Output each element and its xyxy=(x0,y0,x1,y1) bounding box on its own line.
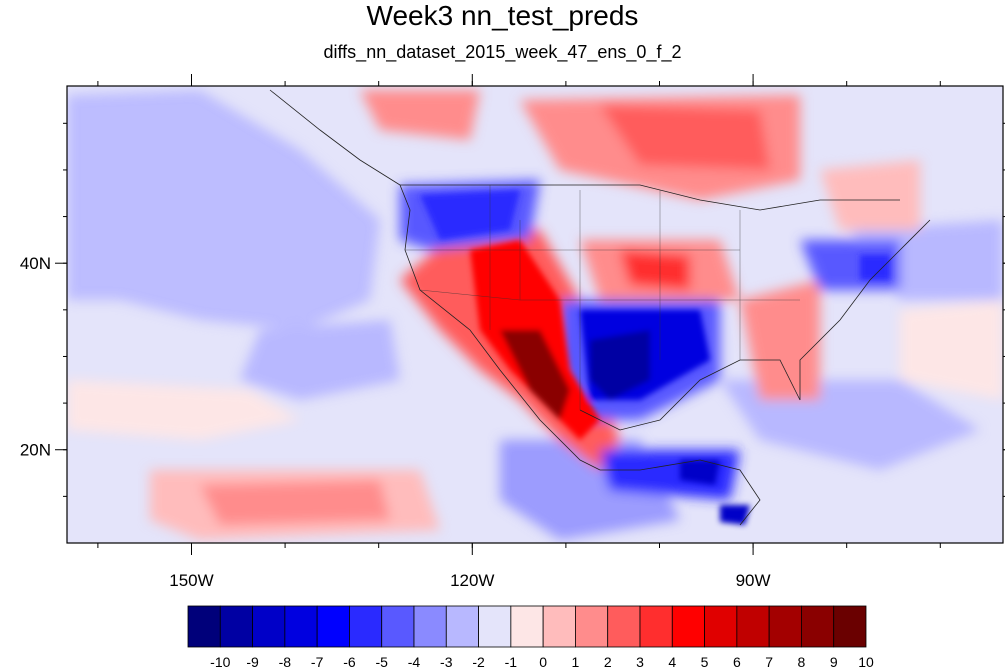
plot-subtitle: diffs_nn_dataset_2015_week_47_ens_0_f_2 xyxy=(323,42,682,62)
colorbar-swatch xyxy=(671,605,705,648)
colorbar-level-label: -7 xyxy=(311,654,324,670)
colorbar-swatch xyxy=(478,605,512,648)
colorbar-level-label: -10 xyxy=(210,654,230,670)
plot-title: Week3 nn_test_preds xyxy=(366,0,639,31)
colorbar-level-label: 0 xyxy=(539,654,547,670)
colorbar-level-label: -1 xyxy=(505,654,518,670)
colorbar: -10 -9 -8 -7 -6 -5 -4 -3 -2 -1 0 1 2 3 4 5 6 7 8 9 10 xyxy=(187,605,874,670)
colorbar-swatch xyxy=(349,605,383,648)
map-frame xyxy=(66,85,1004,544)
colorbar-swatch xyxy=(768,605,802,648)
lon-tick-label: 120W xyxy=(450,571,494,590)
colorbar-level-label: 10 xyxy=(858,654,874,670)
colorbar-level-label: 6 xyxy=(733,654,741,670)
colorbar-level-label: -4 xyxy=(408,654,421,670)
colorbar-swatch xyxy=(316,605,350,648)
colorbar-swatch xyxy=(607,605,641,648)
colorbar-swatch xyxy=(413,605,447,648)
colorbar-level-label: 2 xyxy=(604,654,612,670)
colorbar-swatch xyxy=(801,605,835,648)
coastlines xyxy=(269,89,931,526)
colorbar-swatch xyxy=(542,605,576,648)
lon-tick-label: 150W xyxy=(169,571,213,590)
colorbar-level-label: -9 xyxy=(246,654,259,670)
colorbar-level-label: -2 xyxy=(472,654,485,670)
map-field xyxy=(67,86,1003,543)
colorbar-swatch xyxy=(187,605,221,648)
colorbar-level-label: 3 xyxy=(636,654,644,670)
colorbar-level-label: -6 xyxy=(343,654,356,670)
colorbar-level-label: 1 xyxy=(572,654,580,670)
axis-ticks: 150W 120W 90W 40N 20N xyxy=(20,74,1005,590)
colorbar-swatch xyxy=(219,605,253,648)
colorbar-swatch xyxy=(575,605,609,648)
colorbar-swatch xyxy=(704,605,738,648)
colorbar-swatch xyxy=(381,605,415,648)
lon-tick-label: 90W xyxy=(736,571,771,590)
colorbar-level-label: -3 xyxy=(440,654,453,670)
lat-tick-label: 40N xyxy=(20,254,51,273)
colorbar-level-label: 4 xyxy=(668,654,676,670)
state-borders xyxy=(405,185,800,410)
colorbar-swatch xyxy=(833,605,867,648)
colorbar-swatch xyxy=(284,605,318,648)
colorbar-level-label: 8 xyxy=(798,654,806,670)
colorbar-swatch xyxy=(445,605,479,648)
colorbar-level-label: 9 xyxy=(830,654,838,670)
colorbar-swatch xyxy=(252,605,286,648)
colorbar-swatch xyxy=(510,605,544,648)
colorbar-level-label: -5 xyxy=(375,654,388,670)
colorbar-swatch xyxy=(639,605,673,648)
colorbar-swatch xyxy=(736,605,770,648)
colorbar-level-label: -8 xyxy=(279,654,292,670)
lat-tick-label: 20N xyxy=(20,441,51,460)
colorbar-level-label: 7 xyxy=(765,654,773,670)
colorbar-level-label: 5 xyxy=(701,654,709,670)
